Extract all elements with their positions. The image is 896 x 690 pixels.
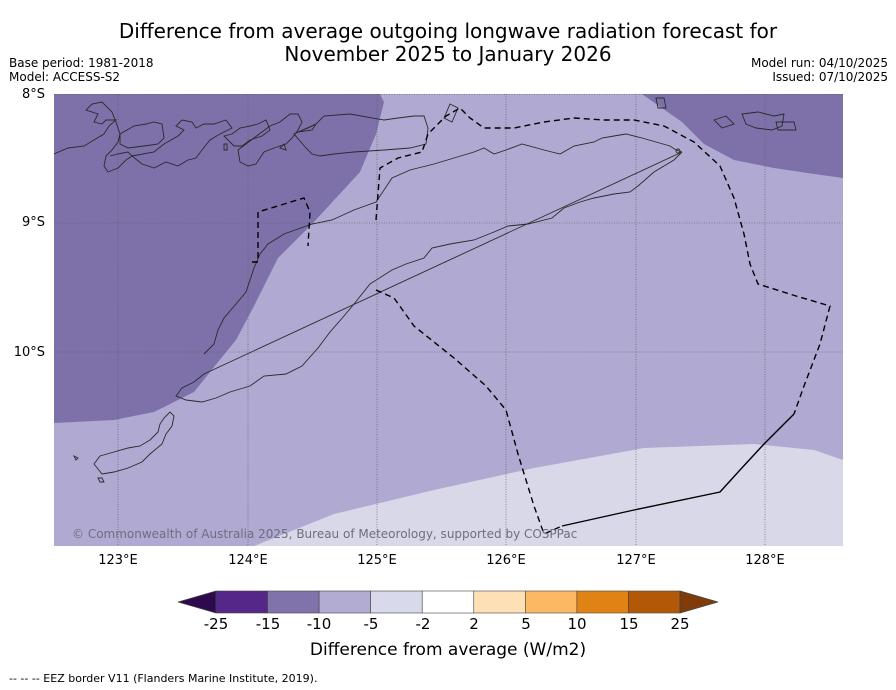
eez-border-south-west bbox=[375, 289, 563, 535]
coastline-islet-3 bbox=[297, 122, 318, 133]
colorbar-tick: -10 bbox=[306, 615, 332, 633]
colorbar-tick: 15 bbox=[619, 615, 639, 633]
coastline-timor bbox=[203, 133, 683, 355]
colorbar-tick: 25 bbox=[670, 615, 690, 633]
colorbar bbox=[178, 590, 718, 614]
colorbar-tick: -5 bbox=[363, 615, 379, 633]
colorbar-bin bbox=[473, 590, 526, 614]
eez-legend-note: -- -- -- EEZ border V11 (Flanders Marine… bbox=[9, 672, 318, 685]
anomaly-region-minus15-minus10-west bbox=[54, 94, 384, 423]
model-run-date: Model run: 04/10/2025 bbox=[750, 56, 888, 70]
colorbar-tick: 2 bbox=[469, 615, 479, 633]
colorbar-over-arrow bbox=[679, 590, 718, 614]
coastline-islet-east bbox=[675, 148, 681, 154]
coastline-islet-atauro bbox=[443, 103, 459, 123]
title-line-1: Difference from average outgoing longwav… bbox=[118, 19, 778, 43]
colorbar-bin bbox=[215, 590, 268, 614]
base-period: Base period: 1981-2018 bbox=[9, 56, 154, 70]
colorbar-bin bbox=[421, 590, 475, 614]
colorbar-tick: -25 bbox=[203, 615, 229, 633]
coastline-ne-island-1 bbox=[713, 115, 735, 129]
meta-right: Model run: 04/10/2025 Issued: 07/10/2025 bbox=[751, 56, 888, 84]
gridlines bbox=[54, 94, 843, 546]
coastline-ne-islet-1 bbox=[655, 97, 667, 109]
coastline-flores bbox=[54, 101, 133, 173]
title-line-2: November 2025 to January 2026 bbox=[284, 42, 612, 66]
colorbar-bin bbox=[525, 590, 578, 614]
colorbar-under-arrow bbox=[178, 590, 217, 614]
coastline-ne-island-3 bbox=[775, 121, 797, 131]
anomaly-region-minus15-minus10-northeast bbox=[642, 94, 843, 178]
eez-border-west-box bbox=[252, 197, 311, 263]
coastline-island-2 bbox=[130, 119, 233, 169]
coastline-islet-sw-2 bbox=[72, 454, 79, 461]
coastline-islet-2 bbox=[279, 143, 287, 151]
colorbar-tick: -15 bbox=[255, 615, 281, 633]
colorbar-bin bbox=[318, 590, 371, 614]
colorbar-tick: -2 bbox=[415, 615, 431, 633]
eez-border-south-solid bbox=[561, 413, 795, 527]
colorbar-bin bbox=[267, 590, 320, 614]
lat-label-9s: 9°S bbox=[21, 215, 45, 230]
colorbar-bin bbox=[370, 590, 423, 614]
colorbar-tick: 5 bbox=[521, 615, 531, 633]
coastline-ne-island-2 bbox=[741, 111, 785, 131]
map-plot bbox=[54, 94, 843, 546]
lon-label-123e: 123°E bbox=[98, 553, 138, 568]
coastline-islet-1 bbox=[223, 143, 228, 151]
coastline-islet-sw-1 bbox=[97, 477, 105, 483]
lon-label-128e: 128°E bbox=[745, 553, 785, 568]
coastline-sumba bbox=[93, 411, 175, 475]
colorbar-bin bbox=[628, 590, 681, 614]
colorbar-bin bbox=[576, 590, 629, 614]
model-name: Model: ACCESS-S2 bbox=[9, 70, 121, 84]
coastline-island-3 bbox=[223, 119, 271, 147]
eez-border-north bbox=[375, 107, 831, 415]
eez-border bbox=[252, 107, 831, 535]
colorbar-tick: 10 bbox=[567, 615, 587, 633]
lat-label-8s: 8°S bbox=[21, 87, 45, 102]
lon-label-124e: 124°E bbox=[228, 553, 268, 568]
lon-label-126e: 126°E bbox=[486, 553, 526, 568]
lon-label-125e: 125°E bbox=[357, 553, 397, 568]
anomaly-region-minus5-minus2 bbox=[254, 444, 843, 546]
coastline-island-1 bbox=[119, 121, 165, 149]
colorbar-label: Difference from average (W/m2) bbox=[309, 640, 587, 660]
issued-date: Issued: 07/10/2025 bbox=[772, 70, 888, 84]
chart-title: Difference from average outgoing longwav… bbox=[0, 20, 896, 66]
meta-left: Base period: 1981-2018 Model: ACCESS-S2 bbox=[9, 56, 154, 84]
lat-label-10s: 10°S bbox=[13, 345, 45, 360]
coastline-timor-south bbox=[175, 151, 683, 403]
copyright-notice: © Commonwealth of Australia 2025, Bureau… bbox=[72, 527, 578, 541]
lon-label-127e: 127°E bbox=[616, 553, 656, 568]
